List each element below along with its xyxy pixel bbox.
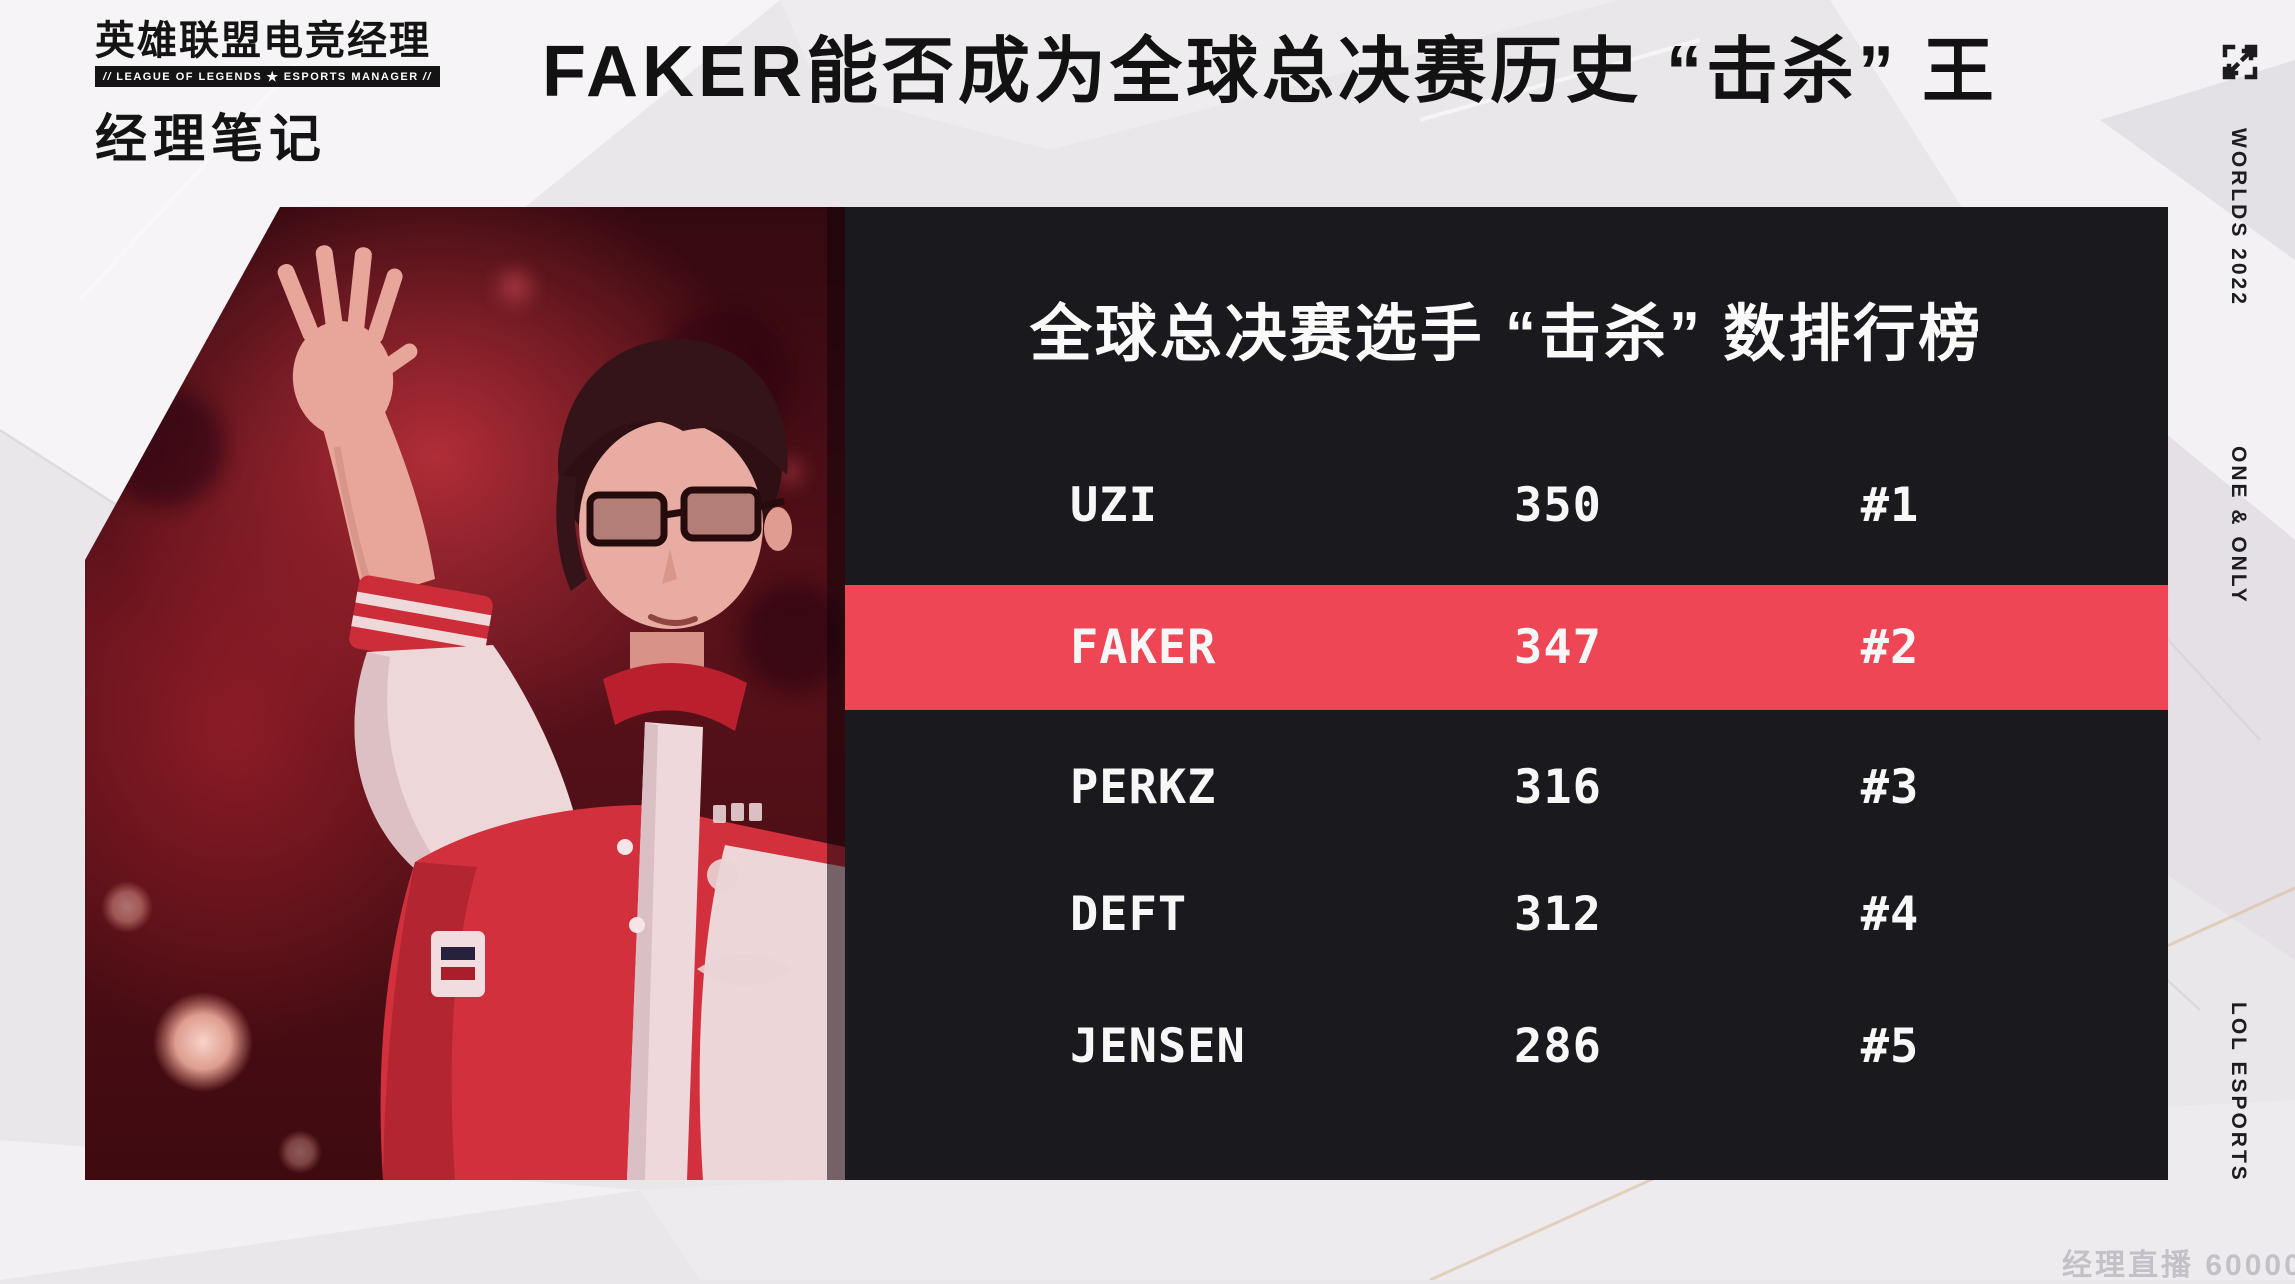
app-logo: 英雄联盟电竞经理 // LEAGUE OF LEGENDS ★ ESPORTS … (95, 20, 440, 172)
player-rank: #4 (1860, 887, 1920, 942)
player-rank: #3 (1860, 760, 1920, 815)
faker-photo-illustration (85, 207, 845, 1180)
banner-text-right: ESPORTS MANAGER (283, 70, 419, 83)
table-row: PERKZ 316 #3 (845, 725, 2168, 850)
infographic-card: 全球总决赛选手 “击杀” 数排行榜 UZI 350 #1 FAKER 347 #… (85, 207, 2168, 1180)
logo-banner: // LEAGUE OF LEGENDS ★ ESPORTS MANAGER /… (95, 66, 440, 87)
page-title: FAKER能否成为全球总决赛历史 “击杀” 王 (541, 32, 1999, 112)
logo-title: 英雄联盟电竞经理 (95, 19, 431, 63)
player-rank: #2 (1860, 620, 1920, 675)
expand-arrows-icon (2222, 44, 2258, 80)
side-label-lol-esports: LOL ESPORTS (2227, 1002, 2250, 1183)
table-row: JENSEN 286 #5 (845, 984, 2168, 1109)
logo-subtitle: 经理笔记 (95, 111, 328, 169)
player-rank: #5 (1860, 1019, 1920, 1074)
player-kills: 286 (1514, 1019, 1602, 1074)
player-kills: 347 (1514, 620, 1602, 675)
watermark: 经理直播 600000 (2062, 1249, 2295, 1282)
table-row: DEFT 312 #4 (845, 852, 2168, 977)
side-label-worlds-2022: WORLDS 2022 (2227, 128, 2250, 307)
leaderboard-rows: UZI 350 #1 FAKER 347 #2 PERKZ 316 #3 DEF… (845, 207, 2168, 1180)
player-photo (85, 207, 845, 1180)
banner-slash-left: // (103, 70, 113, 83)
player-rank: #1 (1860, 478, 1920, 533)
player-kills: 350 (1514, 478, 1602, 533)
side-label-one-and-only: ONE & ONLY (2227, 446, 2250, 605)
player-name: DEFT (1070, 887, 1188, 942)
star-icon: ★ (266, 69, 280, 84)
table-row: FAKER 347 #2 (845, 585, 2168, 710)
player-name: JENSEN (1070, 1019, 1246, 1074)
player-kills: 316 (1514, 760, 1602, 815)
expand-button[interactable] (2220, 42, 2260, 82)
player-name: PERKZ (1070, 760, 1217, 815)
leaderboard-title: 全球总决赛选手 “击杀” 数排行榜 (1029, 300, 1984, 369)
player-name: FAKER (1070, 620, 1217, 675)
table-row: UZI 350 #1 (845, 443, 2168, 568)
banner-slash-right: // (422, 70, 432, 83)
leaderboard-panel: 全球总决赛选手 “击杀” 数排行榜 UZI 350 #1 FAKER 347 #… (845, 207, 2168, 1180)
player-name: UZI (1070, 478, 1158, 533)
banner-text-left: LEAGUE OF LEGENDS (116, 70, 263, 83)
jacket-patch (431, 931, 485, 997)
player-kills: 312 (1514, 887, 1602, 942)
